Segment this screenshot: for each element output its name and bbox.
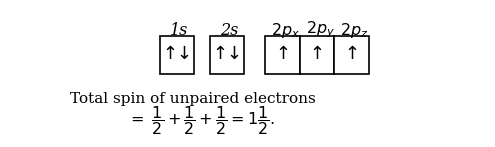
- Text: ↓: ↓: [176, 45, 192, 63]
- Text: ↑: ↑: [309, 45, 325, 63]
- Text: Total spin of unpaired electrons: Total spin of unpaired electrons: [69, 92, 315, 106]
- Bar: [334, 36, 369, 74]
- Text: ↑: ↑: [275, 45, 290, 63]
- Text: $2p_z$: $2p_z$: [341, 21, 369, 40]
- Text: 2s: 2s: [220, 22, 238, 39]
- Text: ↑: ↑: [212, 45, 228, 63]
- Text: ↓: ↓: [226, 45, 241, 63]
- Text: $= \ \dfrac{1}{2}+\dfrac{1}{2}+\dfrac{1}{2} = 1\dfrac{1}{2}.$: $= \ \dfrac{1}{2}+\dfrac{1}{2}+\dfrac{1}…: [127, 104, 275, 137]
- Bar: [299, 36, 334, 74]
- Text: 1s: 1s: [170, 22, 188, 39]
- Bar: [209, 36, 244, 74]
- Bar: [160, 36, 194, 74]
- Text: $2p_x$: $2p_x$: [271, 21, 300, 40]
- Text: $2p_y$: $2p_y$: [305, 20, 335, 40]
- Text: ↑: ↑: [162, 45, 178, 63]
- Text: ↑: ↑: [344, 45, 359, 63]
- Bar: [265, 36, 300, 74]
